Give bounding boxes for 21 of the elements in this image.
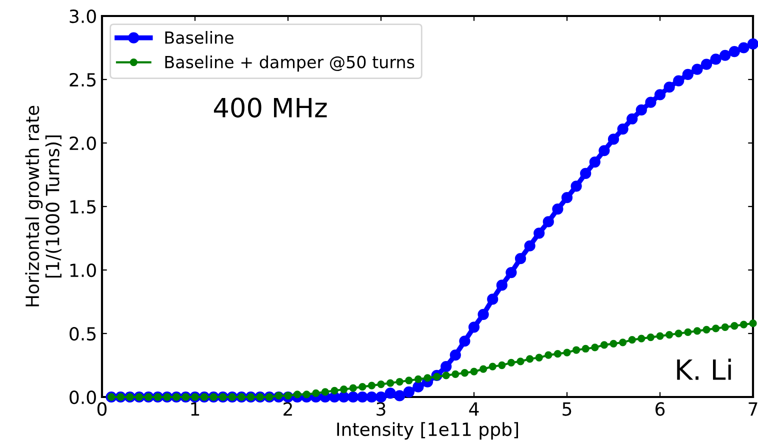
x-tick-label: 7: [748, 402, 758, 416]
y-tick-label: 0.0: [70, 390, 96, 404]
x-tick-label: 3: [376, 402, 386, 416]
x-tick-label: 0: [97, 402, 107, 416]
y-tick-label: 1.5: [70, 200, 96, 214]
legend-label: Baseline + damper @50 turns: [165, 55, 414, 72]
x-tick-label: 1: [191, 402, 200, 416]
x-tick-label: 6: [656, 402, 665, 416]
legend-label: Baseline: [165, 31, 234, 44]
x-tick-label: 5: [562, 402, 572, 416]
x-axis-title: Intensity [1e11 ppb]: [337, 422, 518, 440]
y-tick-label: 2.5: [70, 72, 96, 87]
x-tick-label: 4: [469, 402, 479, 416]
annotation: K. Li: [677, 358, 731, 380]
annotation: 400 MHz: [214, 98, 327, 118]
x-tick-label: 2: [284, 402, 292, 416]
y-tick-label: 2.0: [70, 136, 96, 150]
y-tick-label: 3.0: [70, 9, 96, 24]
y-tick-label: 1.0: [70, 263, 96, 278]
y-axis-title: Horizontal growth rate [1/(1000 Turns)]: [25, 106, 62, 306]
y-tick-label: 0.5: [70, 326, 96, 341]
